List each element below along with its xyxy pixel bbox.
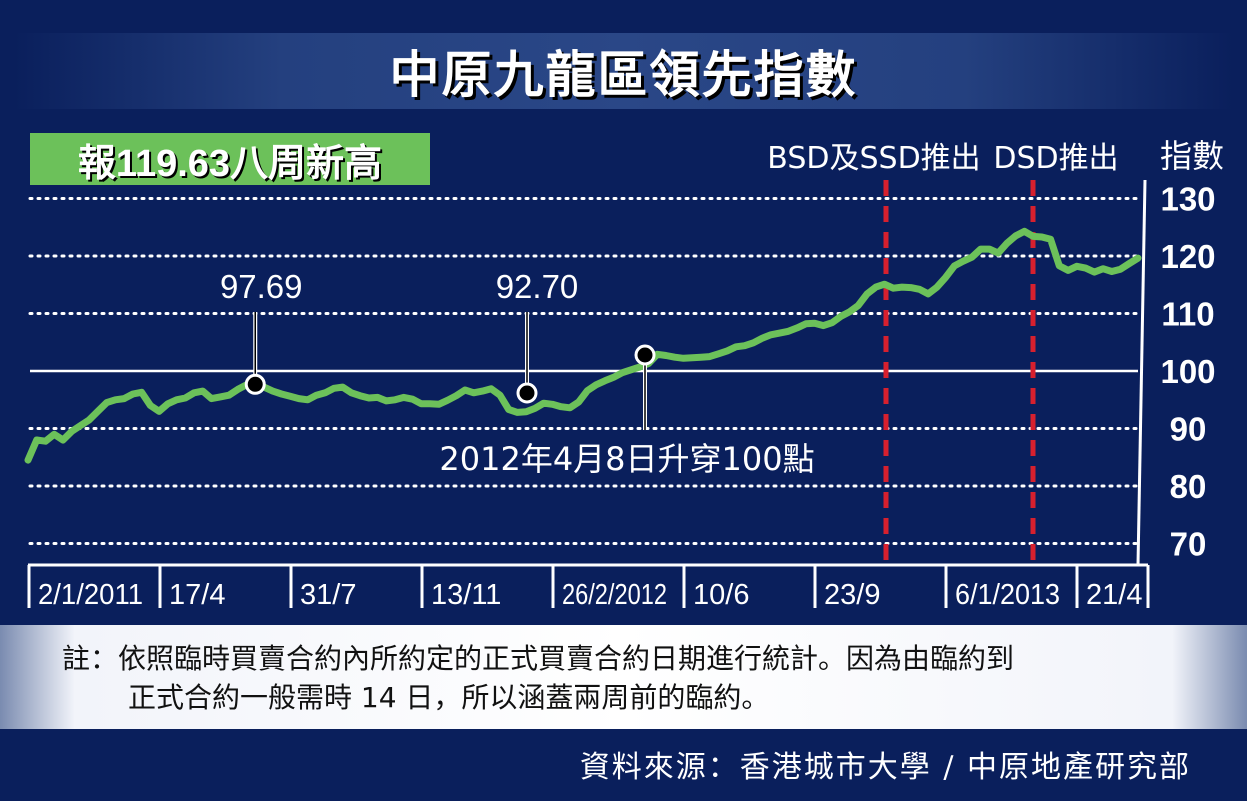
- note-line-1: 註：依照臨時買賣合約內所約定的正式買賣合約日期進行統計。因為由臨約到: [62, 642, 1015, 675]
- y-tick-80: 80: [1170, 468, 1207, 505]
- note-text: 註：依照臨時買賣合約內所約定的正式買賣合約日期進行統計。因為由臨約到 正式合約一…: [62, 639, 1212, 717]
- annotation-marker-3: [634, 344, 656, 366]
- source-text: 資料來源：香港城市大學 / 中原地產研究部: [579, 750, 1191, 785]
- policy-lines: BSD及SSD推出 DSD推出: [767, 141, 1119, 565]
- chart-title: 中原九龍區領先指數: [389, 45, 858, 104]
- x-axis: 2/1/2011 17/4 31/7 13/11 26/2/2012 10/6 23/9 6/…: [27, 179, 1150, 611]
- y-tick-120: 120: [1160, 238, 1215, 275]
- annotation-label-1: 97.69: [220, 268, 303, 305]
- annotations: 97.69 92.70 2012年4月8日升穿100點: [220, 268, 815, 478]
- series-path: [24, 227, 1142, 464]
- x-tick-label-8: 21/4: [1086, 579, 1142, 611]
- x-tick-label-2: 31/7: [300, 579, 356, 611]
- note-line-2: 正式合約一般需時 14 日，所以涵蓋兩周前的臨約。: [128, 681, 770, 714]
- annotation-marker-1: [244, 373, 266, 395]
- annotation-label-3: 2012年4月8日升穿100點: [439, 440, 814, 478]
- x-axis-band: [28, 565, 1150, 608]
- y-axis-label: 指數: [1160, 137, 1224, 175]
- y-tick-90: 90: [1170, 411, 1207, 448]
- y-tick-70: 70: [1170, 526, 1207, 563]
- series-line: [24, 227, 1142, 464]
- x-tick-label-4: 26/2/2012: [562, 579, 667, 611]
- x-tick-label-7: 6/1/2013: [955, 579, 1060, 611]
- policy-label-2: DSD推出: [993, 141, 1118, 176]
- x-tick-label-0: 2/1/2011: [38, 579, 143, 611]
- y-tick-100: 100: [1160, 353, 1215, 390]
- headline-badge: 報119.63八周新高: [30, 133, 430, 185]
- x-tick-label-3: 13/11: [431, 579, 501, 611]
- headline-text: 報119.63八周新高: [77, 142, 383, 185]
- y-axis: 70 80 90 100 110 120 130 指數: [1160, 137, 1224, 563]
- y-tick-110: 110: [1161, 296, 1214, 333]
- y-tick-130: 130: [1160, 181, 1215, 218]
- x-tick-label-1: 17/4: [169, 579, 225, 611]
- x-tick-label-6: 23/9: [824, 579, 880, 611]
- policy-label-1: BSD及SSD推出: [767, 141, 980, 176]
- note-panel: 註：依照臨時買賣合約內所約定的正式買賣合約日期進行統計。因為由臨約到 正式合約一…: [0, 625, 1247, 729]
- annotation-label-2: 92.70: [496, 268, 579, 305]
- grid-lines: [28, 197, 1140, 545]
- axis-tail: [1136, 179, 1147, 566]
- title-banner: 中原九龍區領先指數: [14, 33, 1233, 109]
- annotation-marker-2: [516, 382, 538, 404]
- line-chart: BSD及SSD推出 DSD推出 2/1/2011 17/4 31/7 13/11 26/2…: [24, 137, 1224, 611]
- x-tick-label-5: 10/6: [693, 579, 749, 611]
